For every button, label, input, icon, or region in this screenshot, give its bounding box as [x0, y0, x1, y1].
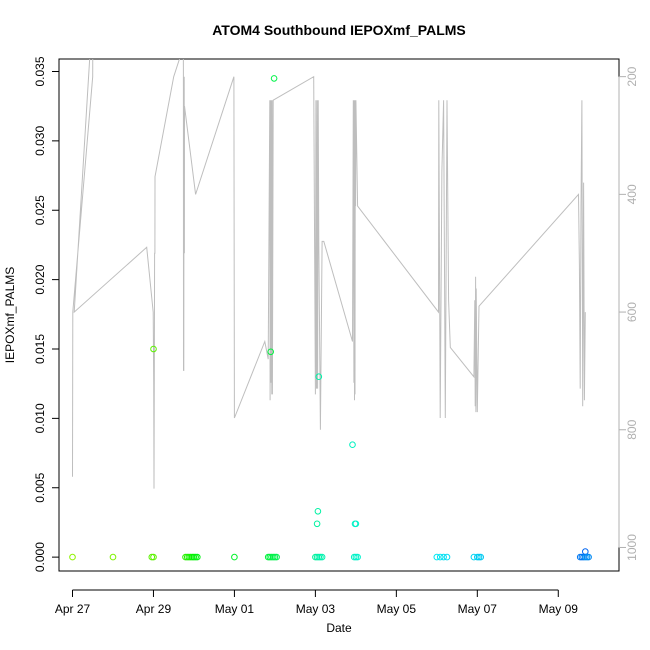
x-tick-label: May 05 [377, 602, 417, 616]
data-point [477, 553, 485, 561]
right-altitude-axis: 200 400 600 800 1000 [618, 66, 639, 561]
data-point [267, 348, 275, 356]
x-tick-label: May 07 [458, 602, 498, 616]
data-point [150, 553, 157, 561]
altitude-line [72, 59, 586, 489]
x-axis-title: Date [326, 621, 352, 635]
y-tick-label: 0.030 [33, 126, 47, 156]
data-point [352, 520, 360, 528]
chart-title: ATOM4 Southbound IEPOXmf_PALMS [212, 22, 466, 38]
y-tick-label: 0.015 [33, 334, 47, 364]
data-point [313, 520, 321, 528]
y-tick-label: 0.025 [33, 195, 47, 225]
data-point [585, 553, 592, 561]
right-tick-label: 800 [625, 419, 639, 439]
data-point [470, 553, 478, 561]
data-point [270, 75, 278, 82]
data-point [440, 553, 447, 561]
right-tick-label: 1000 [625, 534, 639, 561]
y-tick-label: 0.010 [33, 403, 47, 433]
y-tick-label: 0.020 [33, 264, 47, 294]
data-point [194, 553, 201, 561]
right-tick-label: 200 [625, 66, 639, 86]
y-tick-label: 0.035 [33, 56, 47, 86]
data-point [231, 553, 238, 561]
data-point [433, 553, 441, 561]
data-point [443, 553, 451, 561]
plot-frame [58, 58, 620, 572]
data-point [69, 553, 76, 561]
altitude-line-layer [72, 59, 586, 489]
data-points-layer [69, 75, 592, 561]
data-point [314, 508, 322, 515]
x-tick-label: Apr 29 [136, 602, 172, 616]
data-point [150, 345, 157, 353]
x-tick-label: May 09 [539, 602, 579, 616]
data-point [315, 373, 323, 381]
y-tick-label: 0.005 [33, 472, 47, 502]
data-point [354, 553, 361, 561]
data-point [318, 553, 326, 561]
data-point [349, 441, 356, 449]
y-tick-label: 0.000 [33, 542, 47, 572]
x-tick-label: May 01 [215, 602, 255, 616]
data-point [109, 553, 117, 561]
y-axis: 0.000 0.005 0.010 0.015 0.020 0.025 0.030 0.035 [33, 56, 60, 572]
right-tick-label: 600 [625, 302, 639, 322]
x-axis: Apr 27 Apr 29 May 01 May 03 May 05 May 07 May … [55, 589, 579, 616]
data-point [582, 548, 589, 555]
y-axis-title: IEPOXmf_PALMS [3, 267, 17, 363]
x-tick-label: Apr 27 [55, 602, 91, 616]
data-point [273, 553, 280, 561]
x-tick-label: May 03 [296, 602, 336, 616]
right-tick-label: 400 [625, 184, 639, 204]
data-point [436, 553, 444, 561]
